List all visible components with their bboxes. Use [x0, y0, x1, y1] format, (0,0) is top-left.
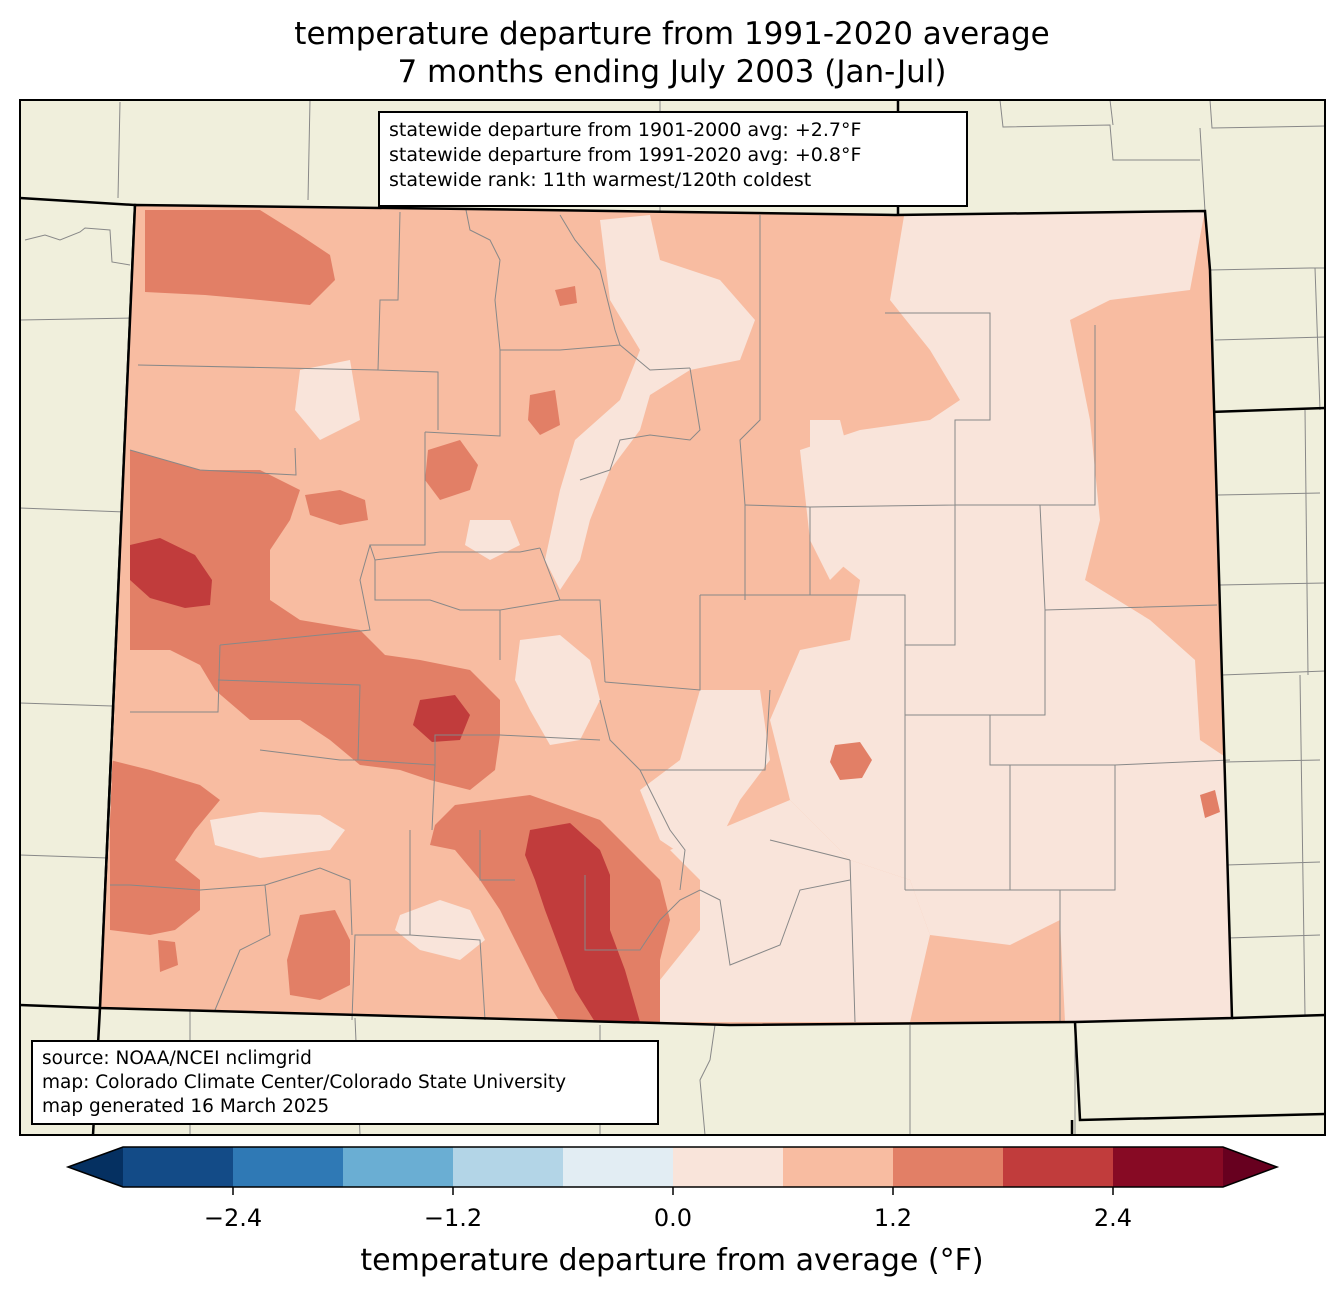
stats-line: statewide rank: 11th warmest/120th colde…	[389, 169, 812, 191]
county-lines	[110, 209, 1231, 1023]
statewide-stats-box: statewide departure from 1901-2000 avg: …	[378, 111, 968, 207]
colorbar-extend-low	[68, 1147, 123, 1187]
temperature-contours	[100, 205, 1232, 1025]
credits-line: map: Colorado Climate Center/Colorado St…	[42, 1072, 567, 1093]
contour-hot	[130, 538, 640, 1022]
stats-line: statewide departure from 1991-2020 avg: …	[389, 144, 862, 166]
stats-line: statewide departure from 1901-2000 avg: …	[389, 119, 862, 141]
credits-box: source: NOAA/NCEI nclimgrid map: Colorad…	[31, 1040, 659, 1125]
credits-line: source: NOAA/NCEI nclimgrid	[42, 1048, 312, 1069]
colorbar-label: temperature departure from average (°F)	[360, 1243, 984, 1278]
colorbar-bin	[1113, 1147, 1223, 1187]
colorbar	[65, 1146, 1280, 1195]
map-title-line1: temperature departure from 1991-2020 ave…	[294, 16, 1050, 52]
colorbar-bin	[893, 1147, 1003, 1187]
credits-line: map generated 16 March 2025	[42, 1096, 330, 1117]
colorbar-bin	[1003, 1147, 1113, 1187]
colorbar-extend-high	[1223, 1147, 1277, 1187]
colorbar-tick-label: 2.4	[1093, 1204, 1133, 1232]
colorbar-bin	[783, 1147, 893, 1187]
colorado-boundary	[98, 203, 1234, 1027]
map-frame	[19, 99, 1326, 1136]
colorbar-tick-label: 0.0	[653, 1204, 693, 1232]
colorbar-bin	[673, 1147, 783, 1187]
colorbar-bin	[563, 1147, 673, 1187]
map-title-line2: 7 months ending July 2003 (Jan-Jul)	[397, 54, 947, 90]
colorbar-bin	[233, 1147, 343, 1187]
colorbar-tick-label: −1.2	[423, 1204, 483, 1232]
colorbar-tick-label: 1.2	[873, 1204, 913, 1232]
colorbar-bin	[343, 1147, 453, 1187]
colorbar-tick-label: −2.4	[203, 1204, 263, 1232]
contour-lightest	[210, 210, 1232, 1022]
colorbar-bin	[453, 1147, 563, 1187]
colorbar-bin	[123, 1147, 233, 1187]
